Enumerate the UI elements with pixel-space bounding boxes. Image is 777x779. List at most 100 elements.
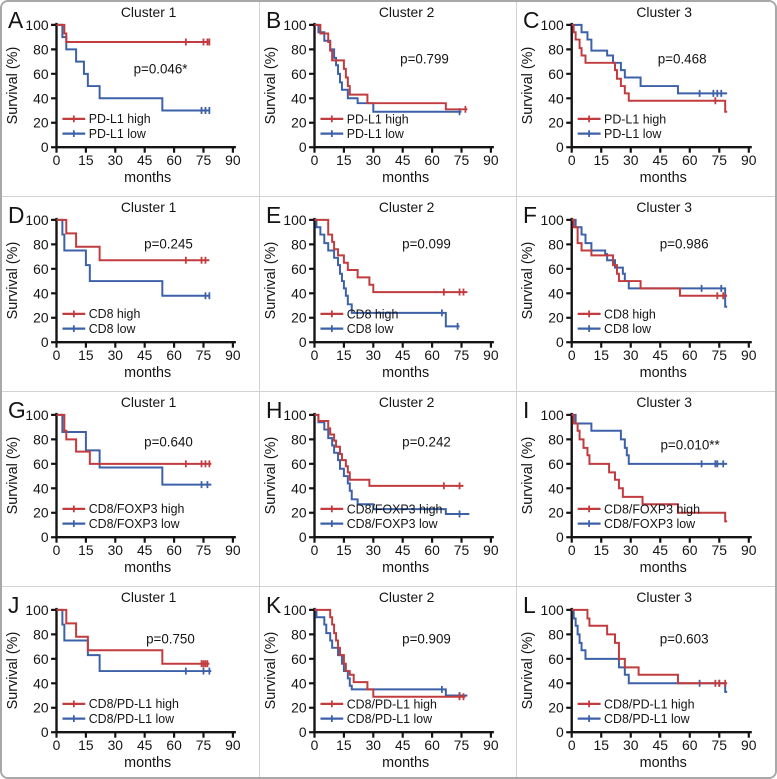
x-tick-label: 45 [653, 737, 669, 753]
x-tick-label: 15 [336, 737, 352, 753]
y-tick-label: 40 [33, 675, 49, 691]
y-tick-label: 80 [291, 41, 307, 57]
km-plot-J: J Cluster 1 0 15 30 45 60 75 90 0 20 40 60 80 100 month… [5, 589, 241, 771]
legend-label: PD-L1 high [346, 112, 408, 126]
x-tick-label: 15 [78, 542, 94, 558]
y-tick-label: 100 [541, 407, 564, 423]
y-tick-label: 60 [291, 456, 307, 472]
x-tick-label: 0 [568, 347, 576, 363]
y-tick-label: 40 [291, 285, 307, 301]
y-tick-label: 40 [549, 90, 565, 106]
p-value: p=0.468 [658, 52, 707, 67]
curve-cd8-high [572, 218, 728, 297]
curve-cd8-pd-l1-high [314, 608, 466, 698]
x-tick-label: 45 [653, 152, 669, 168]
x-tick-label: 60 [166, 737, 182, 753]
legend-label: CD8/FOXP3 low [89, 517, 180, 531]
y-tick-label: 20 [33, 505, 49, 521]
y-tick-label: 0 [299, 334, 307, 350]
y-tick-label: 0 [41, 724, 49, 740]
x-tick-label: 90 [741, 152, 757, 168]
x-tick-label: 0 [53, 152, 61, 168]
x-tick-label: 15 [336, 542, 352, 558]
y-tick-label: 0 [556, 529, 564, 545]
legend-item-pd-l1-low: PD-L1 low [62, 127, 146, 141]
y-tick-label: 20 [549, 700, 565, 716]
y-tick-label: 60 [549, 261, 565, 277]
x-tick-label: 30 [623, 347, 639, 363]
x-tick-label: 15 [336, 347, 352, 363]
panel-H: H Cluster 2 0 15 30 45 60 75 90 0 20 40 60 80 100 month… [259, 391, 518, 587]
legend-item-cd8-foxp3-low: CD8/FOXP3 low [320, 517, 437, 531]
axes [570, 412, 753, 539]
x-tick-label: 30 [365, 152, 381, 168]
y-tick-label: 40 [549, 285, 565, 301]
x-tick-label: 60 [166, 347, 182, 363]
x-tick-label: 60 [682, 347, 698, 363]
x-tick-label: 75 [196, 542, 212, 558]
curve-cd8-foxp3-high [314, 413, 464, 487]
x-tick-label: 90 [483, 737, 499, 753]
legend-item-cd8-foxp3-high: CD8/FOXP3 high [578, 502, 700, 516]
curve-cd8-pd-l1-high [572, 608, 728, 685]
km-plot-B: B Cluster 2 0 15 30 45 60 75 90 0 20 40 60 80 100 month… [263, 4, 499, 186]
km-plot-H: H Cluster 2 0 15 30 45 60 75 90 0 20 40 60 80 100 month… [263, 394, 499, 576]
x-axis-label: months [382, 365, 429, 381]
y-axis-label: Survival (%) [520, 47, 536, 125]
y-tick-label: 40 [33, 480, 49, 496]
x-tick-label: 0 [568, 542, 576, 558]
legend-item-cd8-foxp3-high: CD8/FOXP3 high [320, 502, 442, 516]
panel-title: Cluster 1 [121, 4, 177, 20]
legend-label: CD8 high [346, 307, 398, 321]
x-tick-label: 30 [108, 542, 124, 558]
legend-label: CD8/FOXP3 low [346, 517, 437, 531]
panel-letter: A [8, 7, 24, 33]
curve-pd-l1-high [572, 23, 728, 113]
x-tick-label: 75 [712, 737, 728, 753]
x-tick-label: 45 [395, 152, 411, 168]
x-tick-label: 60 [424, 347, 440, 363]
x-axis-label: months [640, 170, 687, 186]
panel-K: K Cluster 2 0 15 30 45 60 75 90 0 20 40 60 80 100 month… [259, 586, 518, 777]
km-plot-C: C Cluster 3 0 15 30 45 60 75 90 0 20 40 60 80 100 month… [520, 4, 757, 186]
x-tick-label: 45 [137, 347, 153, 363]
legend-label: CD8/PD-L1 high [89, 697, 179, 711]
y-tick-label: 80 [549, 431, 565, 447]
x-axis-label: months [640, 365, 687, 381]
axes [312, 412, 494, 539]
legend-label: CD8/FOXP3 high [89, 502, 185, 516]
y-tick-label: 60 [33, 456, 49, 472]
legend-item-cd8-foxp3-low: CD8/FOXP3 low [578, 517, 696, 531]
y-tick-label: 100 [25, 407, 48, 423]
x-tick-label: 75 [453, 737, 469, 753]
km-plot-K: K Cluster 2 0 15 30 45 60 75 90 0 20 40 60 80 100 month… [263, 589, 499, 771]
curve-cd8-pd-l1-low [314, 608, 468, 697]
y-tick-label: 60 [549, 651, 565, 667]
x-axis-label: months [382, 560, 429, 576]
legend-label: CD8 low [346, 322, 393, 336]
p-value: p=0.242 [402, 435, 451, 450]
x-tick-label: 0 [53, 347, 61, 363]
x-tick-label: 90 [741, 542, 757, 558]
y-axis-label: Survival (%) [5, 47, 21, 125]
panel-letter: F [523, 202, 537, 228]
legend-item-cd8-low: CD8 low [320, 322, 393, 336]
x-tick-label: 90 [483, 542, 499, 558]
x-tick-label: 45 [395, 347, 411, 363]
legend-label: CD8/FOXP3 high [604, 502, 700, 516]
x-tick-label: 45 [137, 152, 153, 168]
legend-item-cd8-pd-l1-low: CD8/PD-L1 low [320, 712, 432, 726]
y-tick-label: 80 [549, 41, 565, 57]
panel-E: E Cluster 2 0 15 30 45 60 75 90 0 20 40 60 80 100 month… [259, 196, 518, 392]
panel-I: I Cluster 3 0 15 30 45 60 75 90 0 20 40 60 80 100 month… [517, 391, 775, 587]
x-tick-label: 75 [712, 152, 728, 168]
y-tick-label: 100 [25, 17, 48, 33]
y-tick-label: 60 [291, 651, 307, 667]
x-tick-label: 60 [166, 152, 182, 168]
legend-label: CD8/PD-L1 low [89, 712, 174, 726]
panel-letter: G [8, 397, 26, 423]
curve-pd-l1-low [56, 23, 210, 112]
km-plot-A: A Cluster 1 0 15 30 45 60 75 90 0 20 40 60 80 100 month… [5, 4, 241, 186]
legend-item-cd8-low: CD8 low [62, 322, 136, 336]
panel-letter: E [266, 202, 281, 228]
